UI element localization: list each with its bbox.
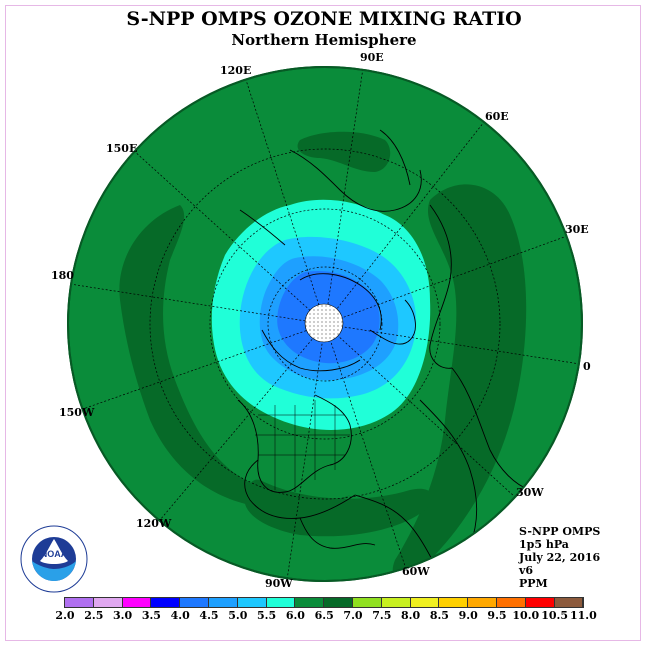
lon-label-60w: 60W bbox=[402, 565, 430, 578]
colorbar-segment bbox=[324, 598, 353, 607]
colorbar-tick-label: 6.5 bbox=[314, 609, 334, 622]
lon-label-150e: 150E bbox=[106, 142, 138, 155]
colorbar-segment bbox=[180, 598, 209, 607]
colorbar-segment bbox=[295, 598, 325, 607]
lon-label-120w: 120W bbox=[136, 517, 172, 530]
map-title: S-NPP OMPS OZONE MIXING RATIO bbox=[126, 8, 522, 30]
colorbar-segment bbox=[65, 598, 94, 607]
page-frame bbox=[5, 5, 641, 641]
colorbar-tick-label: 4.5 bbox=[199, 609, 219, 622]
colorbar-segment bbox=[237, 598, 267, 607]
state-borders bbox=[255, 400, 350, 492]
colorbar-segment bbox=[266, 598, 296, 607]
info-block: S-NPP OMPS 1p5 hPa July 22, 2016 v6 PPM bbox=[519, 525, 600, 590]
colorbar-segment bbox=[93, 598, 123, 607]
colorbar-tick-label: 9.0 bbox=[458, 609, 478, 622]
colorbar-segment bbox=[496, 598, 526, 607]
lon-label-90e: 90E bbox=[360, 51, 384, 64]
colorbar-segment bbox=[468, 598, 497, 607]
colorbar bbox=[64, 597, 585, 608]
lon-label-150w: 150W bbox=[59, 406, 95, 419]
colorbar-tick-label: 2.5 bbox=[84, 609, 104, 622]
colorbar-tick-label: 9.5 bbox=[487, 609, 507, 622]
lon-label-180: 180 bbox=[51, 269, 74, 282]
dark-band-west bbox=[119, 205, 350, 509]
lon-label-30e: 30E bbox=[565, 223, 589, 236]
coastlines bbox=[237, 129, 531, 576]
colorbar-ticks: 2.0 2.5 3.0 3.5 4.0 4.5 5.0 5.5 6.0 6.5 7.0 7.5 8.0 8… bbox=[0, 609, 648, 623]
colorbar-tick-label: 5.5 bbox=[257, 609, 277, 622]
colorbar-tick-label: 2.0 bbox=[55, 609, 75, 622]
latitude-circles bbox=[149, 148, 501, 500]
colorbar-tick-label: 7.0 bbox=[343, 609, 363, 622]
lon-label-120e: 120E bbox=[220, 64, 252, 77]
colorbar-tick-label: 10.0 bbox=[512, 609, 540, 622]
lon-label-0: 0 bbox=[583, 360, 591, 373]
colorbar-segment bbox=[525, 598, 555, 607]
colorbar-segment bbox=[410, 598, 440, 607]
colorbar-tick-label: 11.0 bbox=[569, 609, 597, 622]
pole-gap bbox=[304, 303, 344, 343]
info-pressure: 1p5 hPa bbox=[519, 538, 569, 551]
colorbar-segment bbox=[151, 598, 181, 607]
colorbar-tick-label: 8.5 bbox=[429, 609, 449, 622]
colorbar-tick-label: 10.5 bbox=[541, 609, 568, 622]
colorbar-tick-label: 8.0 bbox=[401, 609, 421, 622]
lon-label-90w: 90W bbox=[265, 577, 293, 590]
info-date: July 22, 2016 bbox=[519, 551, 601, 564]
dark-patch-north bbox=[297, 131, 391, 172]
info-units: PPM bbox=[519, 577, 548, 590]
colorbar-tick-label: 5.0 bbox=[228, 609, 248, 622]
info-instrument: S-NPP OMPS bbox=[519, 525, 601, 538]
lon-label-60e: 60E bbox=[485, 110, 509, 123]
colorbar-segment bbox=[439, 598, 469, 607]
colorbar-segment bbox=[208, 598, 238, 607]
noaa-logo: NOAA bbox=[20, 525, 88, 593]
colorbar-tick-label: 3.0 bbox=[113, 609, 133, 622]
colorbar-segment bbox=[122, 598, 152, 607]
colorbar-segment bbox=[554, 598, 584, 607]
svg-text:NOAA: NOAA bbox=[41, 549, 68, 559]
colorbar-tick-label: 4.0 bbox=[170, 609, 190, 622]
info-version: v6 bbox=[519, 564, 534, 577]
colorbar-segment bbox=[352, 598, 382, 607]
colorbar-segment bbox=[381, 598, 411, 607]
dark-band-south bbox=[244, 479, 433, 537]
colorbar-tick-label: 3.5 bbox=[141, 609, 161, 622]
map-subtitle: Northern Hemisphere bbox=[231, 31, 417, 49]
dark-band-east bbox=[392, 184, 527, 577]
colorbar-tick-label: 6.0 bbox=[285, 609, 305, 622]
meridians bbox=[69, 67, 581, 581]
lon-label-30w: 30W bbox=[516, 486, 544, 499]
colorbar-tick-label: 7.5 bbox=[372, 609, 392, 622]
